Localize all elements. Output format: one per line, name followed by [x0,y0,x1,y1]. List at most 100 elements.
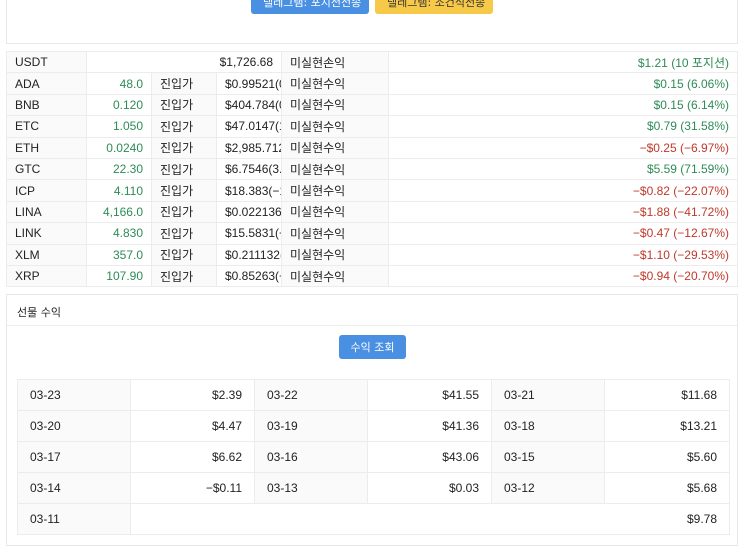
position-symbol: LINK [6,222,87,245]
profit-date: 03-12 [491,472,605,504]
position-qty: 1.050 [86,115,152,138]
entry-price-label: 진입가 [151,115,217,138]
profit-date: 03-11 [17,503,131,535]
unrealized-pnl: −$0.25 (−6.97%) [388,136,738,159]
entry-price: $0.211132(−1.10%) [216,243,282,266]
position-symbol: XLM [6,243,87,266]
profit-date: 03-13 [254,472,368,504]
position-qty: 107.90 [86,264,152,288]
profit-amount: $5.60 [604,441,730,473]
position-symbol: LINA [6,200,87,224]
positions-table: USDT $1,726.68 미실현손익 $1.21 (10 포지션) ADA … [6,50,738,288]
table-row: 03-23 $2.39 03-22 $41.55 03-21 $11.68 [17,379,730,411]
table-row: 03-14 −$0.11 03-13 $0.03 03-12 $5.68 [17,472,730,504]
unrealized-pnl-label: 미실현수익 [281,200,389,224]
position-row: ADA 48.0 진입가 $0.99521(0.10%) 미실현수익 $0.15… [6,72,738,95]
profit-date: 03-15 [491,441,605,473]
unrealized-pnl: −$0.82 (−22.07%) [388,179,738,202]
profit-amount: $0.03 [367,472,492,504]
entry-price-label: 진입가 [151,136,217,159]
profit-amount: $9.78 [130,503,730,535]
unrealized-pnl: $0.15 (6.06%) [388,72,738,95]
profit-amount: $11.68 [604,379,730,411]
unrealized-pnl-label: 미실현수익 [281,243,389,266]
unrealized-pnl-label: 미실현수익 [281,222,389,245]
profit-amount: $13.21 [604,410,730,442]
unrealized-pnl-label: 미실현수익 [281,72,389,95]
entry-price: $0.022136(−2.01%) [216,200,282,224]
profit-date: 03-22 [254,379,368,411]
position-qty: 4.830 [86,222,152,245]
entry-price-label: 진입가 [151,72,217,95]
query-profit-button[interactable]: 수익 조회 [339,335,406,359]
profit-date: 03-21 [491,379,605,411]
summary-pnl-label: 미실현손익 [281,50,389,74]
position-row: LINK 4.830 진입가 $15.5831(−0.71%) 미실현수익 −$… [6,222,738,245]
position-qty: 357.0 [86,243,152,266]
profit-date: 03-16 [254,441,368,473]
unrealized-pnl-label: 미실현수익 [281,157,389,181]
position-symbol: BNB [6,93,87,117]
profit-amount: $41.36 [367,410,492,442]
unrealized-pnl-label: 미실현수익 [281,93,389,117]
summary-symbol: USDT [6,50,87,74]
position-symbol: ADA [6,72,87,95]
position-qty: 4.110 [86,179,152,202]
position-row: ETH 0.0240 진입가 $2,985.712(−0.46%) 미실현수익 … [6,136,738,159]
position-row: LINA 4,166.0 진입가 $0.022136(−2.01%) 미실현수익… [6,200,738,224]
position-qty: 4,166.0 [86,200,152,224]
entry-price: $2,985.712(−0.46%) [216,136,282,159]
position-symbol: XRP [6,264,87,288]
unrealized-pnl: $0.79 (31.58%) [388,115,738,138]
position-symbol: ETC [6,115,87,138]
table-row: 03-20 $4.47 03-19 $41.36 03-18 $13.21 [17,410,730,442]
entry-price: $18.383(−1.38%) [216,179,282,202]
entry-price: $0.99521(0.10%) [216,72,282,95]
position-qty: 0.120 [86,93,152,117]
unrealized-pnl: −$1.88 (−41.72%) [388,200,738,224]
unrealized-pnl: −$1.10 (−29.53%) [388,243,738,266]
unrealized-pnl-label: 미실현수익 [281,115,389,138]
profit-date: 03-17 [17,441,131,473]
table-row: 03-17 $6.62 03-16 $43.06 03-15 $5.60 [17,441,730,473]
unrealized-pnl-label: 미실현수익 [281,179,389,202]
profit-amount: $6.62 [130,441,255,473]
position-row: XRP 107.90 진입가 $0.85263(−1.21%) 미실현수익 −$… [6,264,738,288]
profit-date: 03-18 [491,410,605,442]
entry-price-label: 진입가 [151,264,217,288]
profit-amount: −$0.11 [130,472,255,504]
unrealized-pnl: −$0.94 (−20.70%) [388,264,738,288]
summary-balance: $1,726.68 [86,50,282,74]
position-symbol: GTC [6,157,87,181]
entry-price-label: 진입가 [151,157,217,181]
profit-date: 03-20 [17,410,131,442]
entry-price-label: 진입가 [151,243,217,266]
entry-price: $15.5831(−0.71%) [216,222,282,245]
telegram-position-button[interactable]: 텔레그램: 포지션전송 [251,0,369,14]
telegram-condition-button[interactable]: 텔레그램: 조건식전송 [375,0,493,14]
summary-row: USDT $1,726.68 미실현손익 $1.21 (10 포지션) [6,50,738,74]
table-row: 03-11 $9.78 [17,503,730,535]
position-row: BNB 0.120 진입가 $404.784(0.17%) 미실현수익 $0.1… [6,93,738,117]
futures-profit-title: 선물 수익 [17,306,61,319]
position-symbol: ICP [6,179,87,202]
unrealized-pnl: $5.59 (71.59%) [388,157,738,181]
profit-amount: $5.68 [604,472,730,504]
entry-price-label: 진입가 [151,200,217,224]
unrealized-pnl-label: 미실현수익 [281,136,389,159]
position-row: GTC 22.30 진입가 $6.7546(3.83%) 미실현수익 $5.59… [6,157,738,181]
summary-pnl-value: $1.21 (10 포지션) [388,50,738,74]
profit-date: 03-14 [17,472,131,504]
entry-price-label: 진입가 [151,179,217,202]
entry-price: $6.7546(3.83%) [216,157,282,181]
entry-price: $0.85263(−1.21%) [216,264,282,288]
profit-amount: $4.47 [130,410,255,442]
position-qty: 48.0 [86,72,152,95]
profit-amount: $41.55 [367,379,492,411]
entry-price: $404.784(0.17%) [216,93,282,117]
unrealized-pnl-label: 미실현수익 [281,264,389,288]
daily-profit-table: 03-23 $2.39 03-22 $41.55 03-21 $11.68 03… [17,379,730,535]
unrealized-pnl: $0.15 (6.14%) [388,93,738,117]
profit-amount: $43.06 [367,441,492,473]
position-row: ETC 1.050 진입가 $47.0147(1.86%) 미실현수익 $0.7… [6,115,738,138]
